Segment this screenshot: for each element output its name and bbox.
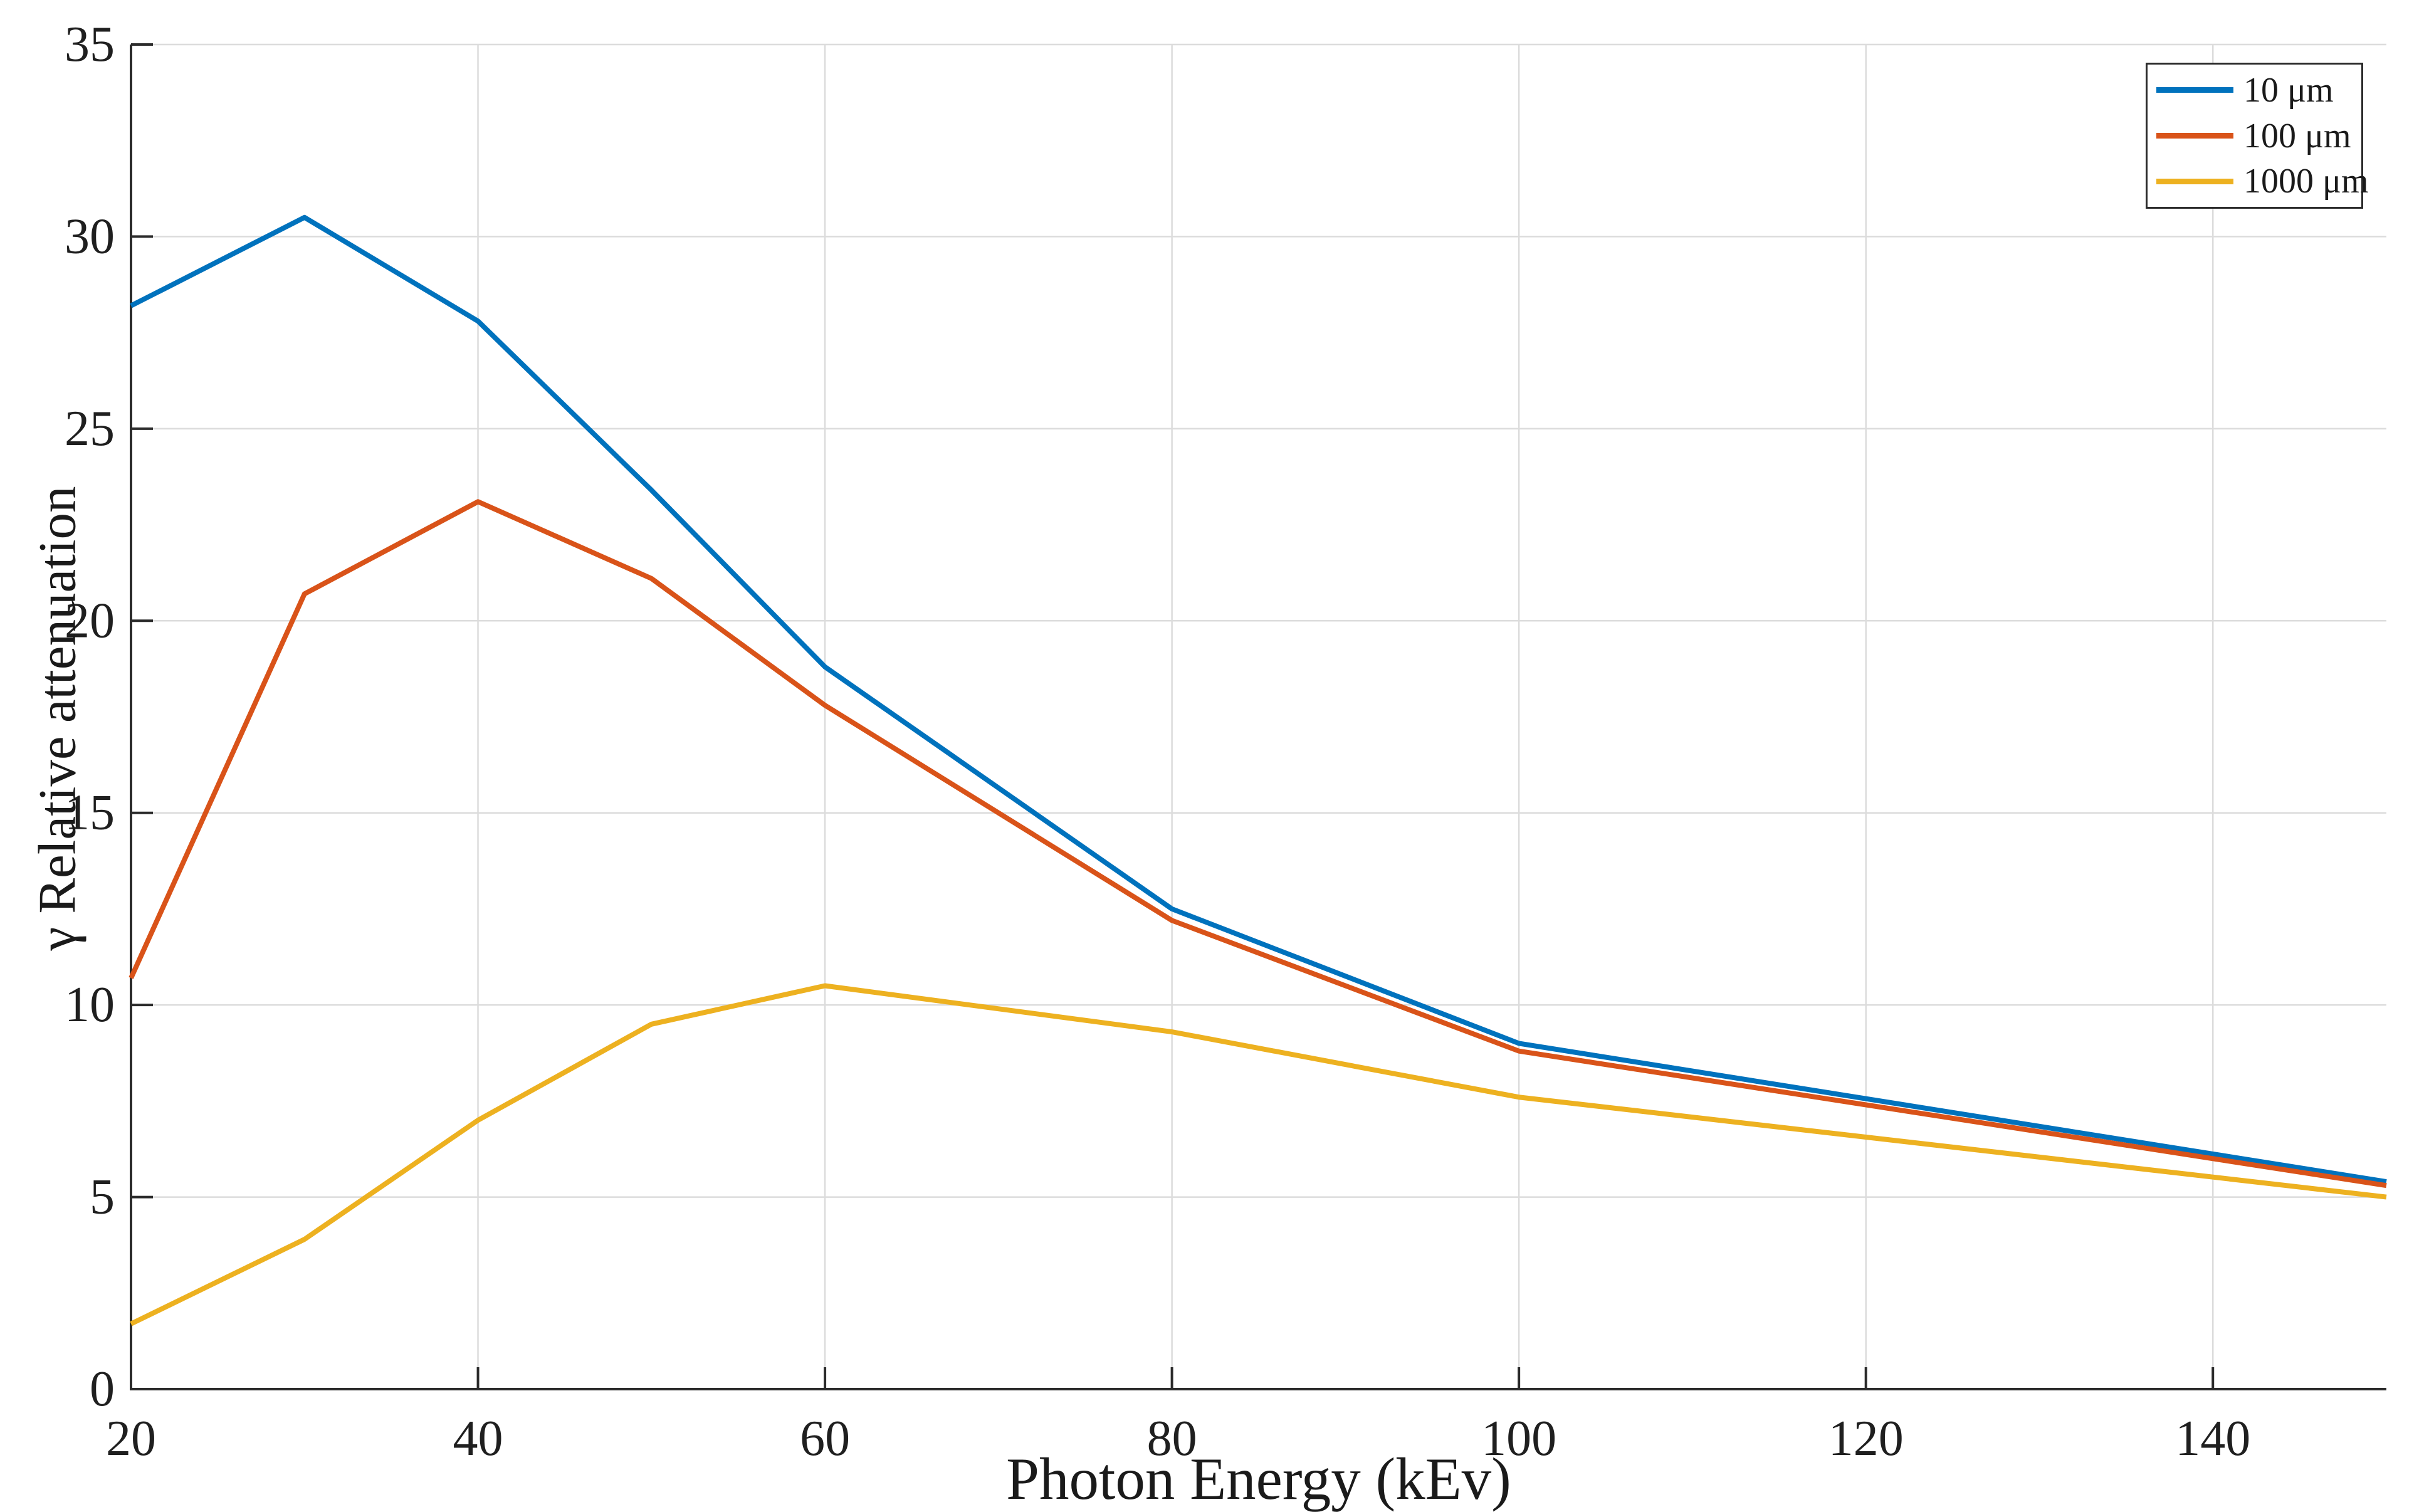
series-line — [129, 499, 2387, 1189]
x-tick-labels: 20 40 60 80 100 120 140 — [106, 1411, 2250, 1466]
y-axis-label: γ Relative attenuation — [28, 486, 87, 951]
legend-label: 100 μm — [2243, 116, 2351, 155]
x-tick-label: 40 — [453, 1411, 503, 1466]
tick-marks — [130, 43, 2215, 1390]
x-tick-label: 20 — [106, 1411, 156, 1466]
x-tick-label: 80 — [1147, 1411, 1197, 1466]
y-tick-labels: 0 5 10 15 20 25 30 35 — [65, 17, 115, 1417]
legend-label: 10 μm — [2243, 70, 2334, 110]
x-tick-label: 60 — [800, 1411, 850, 1466]
legend-swatch — [2156, 178, 2233, 184]
legend-label: 1000 μm — [2243, 162, 2369, 201]
legend-item: 1000 μm — [2156, 161, 2369, 201]
legend-item: 10 μm — [2156, 70, 2361, 110]
series-line — [130, 214, 2387, 1185]
y-tick-label: 15 — [65, 785, 115, 841]
axes — [130, 45, 2386, 1390]
x-axis-label: Photon Energy (kEv) — [1006, 1446, 1511, 1512]
y-tick-label: 25 — [65, 401, 115, 456]
x-tick-label: 100 — [1481, 1411, 1556, 1466]
legend-swatch — [2156, 87, 2233, 93]
y-tick-label: 20 — [65, 593, 115, 648]
y-tick-label: 5 — [90, 1170, 115, 1225]
y-tick-label: 10 — [65, 977, 115, 1032]
series-line — [130, 983, 2387, 1326]
x-tick-label: 140 — [2175, 1411, 2250, 1466]
data-series — [129, 214, 2387, 1326]
y-tick-label: 35 — [65, 17, 115, 72]
x-tick-label: 120 — [1828, 1411, 1904, 1466]
y-tick-label: 30 — [65, 209, 115, 264]
y-tick-label: 0 — [90, 1362, 115, 1417]
gridlines — [131, 43, 2386, 1389]
legend: 10 μm 100 μm 1000 μm — [2146, 63, 2369, 209]
legend-swatch — [2156, 133, 2233, 139]
axis-lines — [130, 45, 2386, 1390]
legend-item: 100 μm — [2156, 116, 2361, 156]
